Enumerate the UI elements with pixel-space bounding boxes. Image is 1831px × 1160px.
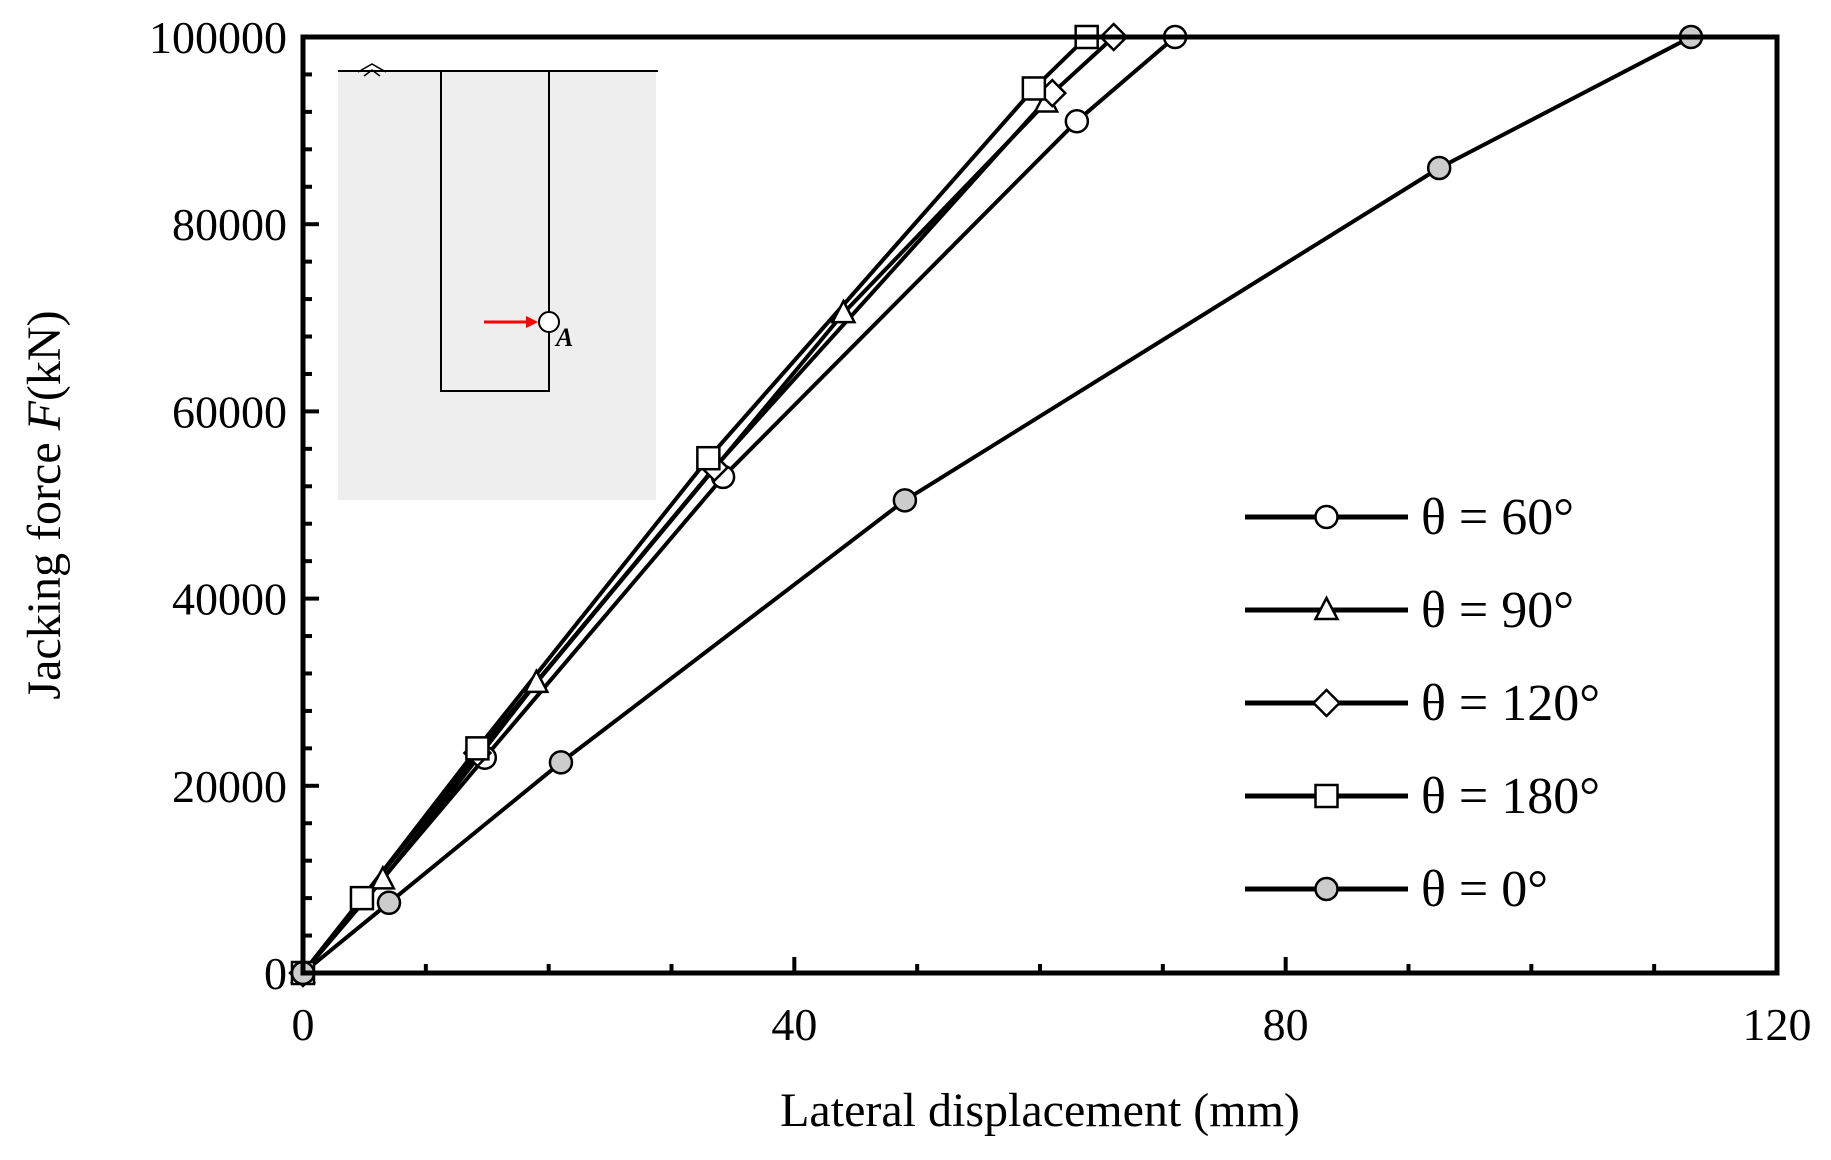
inset-point-a [538,311,560,333]
inset-water-level-icon [357,63,387,77]
y-tick-label: 0 [264,948,287,999]
data-point-series-5 [892,488,918,513]
data-point-series-1 [1064,108,1090,134]
x-tick-label: 0 [292,999,315,1050]
inset-pile-outline [440,70,550,392]
y-axis-title-prefix: Jacking force [18,430,71,699]
x-tick-label: 120 [1743,999,1812,1050]
y-tick-label: 60000 [172,386,287,437]
data-point-series-4 [1021,76,1047,101]
inset-load-arrowhead [526,316,538,328]
plot-area-frame [300,34,1780,976]
legend: θ = 60° θ = 90° θ = 120° θ = 180° θ = 0° [1245,489,1600,918]
data-point-series-4 [465,736,490,761]
x-axis-title: Lateral displacement (mm) [780,1084,1300,1137]
y-tick-label: 40000 [172,574,287,625]
legend-marker-3 [1311,688,1342,718]
data-point-series-4 [349,885,375,911]
inset-point-a-label: A [554,323,573,352]
series-markers [288,22,1704,988]
x-tick-label: 40 [771,999,817,1050]
y-axis-title-unit: (kN) [18,310,71,401]
y-axis-title: Jacking force F(kN) [18,310,71,699]
tick-labels: 0 40 80 120 0 20000 40000 60000 80000 100000 [149,12,1812,1050]
data-point-series-2 [523,668,550,694]
legend-label-4: θ = 180° [1421,768,1600,825]
legend-label-3: θ = 120° [1421,675,1600,732]
y-tick-label: 80000 [172,199,287,250]
data-point-series-5 [548,750,574,775]
legend-label-2: θ = 90° [1421,582,1574,639]
data-point-series-2 [830,298,857,324]
legend-marker-2 [1313,595,1340,621]
inset-soil-background [338,70,656,500]
legend-marker-1 [1314,504,1339,530]
series-line-5 [301,35,1692,975]
y-tick-label: 100000 [149,12,287,63]
data-point-series-4 [696,445,721,471]
data-point-series-5 [376,890,402,916]
y-tick-label: 20000 [172,761,287,812]
legend-label-1: θ = 60° [1421,489,1574,546]
data-point-series-2 [369,864,396,890]
y-axis-title-symbol: F [18,400,71,431]
data-point-series-5 [1426,155,1452,181]
legend-marker-5 [1314,876,1339,902]
legend-label-5: θ = 0° [1421,861,1548,918]
pile-inset-diagram: A [338,63,658,500]
x-tick-label: 80 [1263,999,1309,1050]
legend-marker-4 [1314,783,1339,809]
